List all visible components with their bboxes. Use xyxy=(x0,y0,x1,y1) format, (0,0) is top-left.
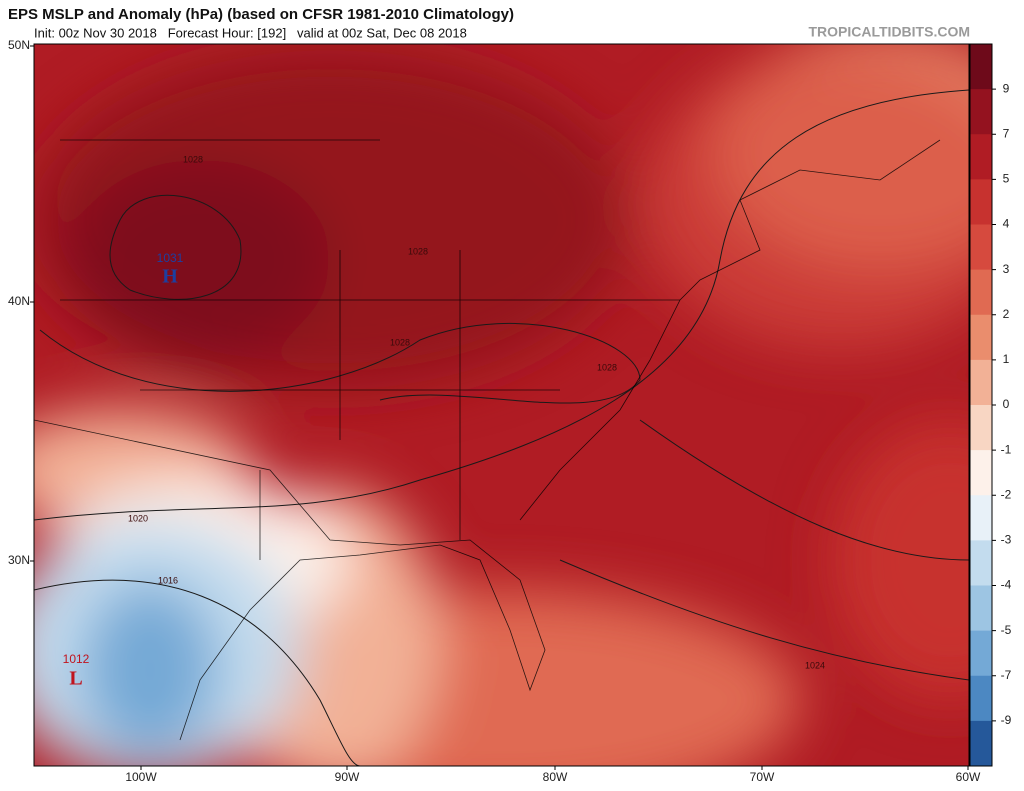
colorbar-label: -7 xyxy=(1001,668,1012,682)
colorbar-swatch xyxy=(970,179,992,225)
colorbar-label: 3 xyxy=(1003,262,1010,276)
contour-label: 1024 xyxy=(805,660,825,670)
subtitle: Init: 00z Nov 30 2018 Forecast Hour: [19… xyxy=(34,25,467,40)
site-credit: TROPICALTIDBITS.COM xyxy=(808,24,970,40)
colorbar-label: 1 xyxy=(1003,352,1010,366)
low-pressure-value: 1012 xyxy=(63,652,90,666)
colorbar-label: 0 xyxy=(1003,397,1010,411)
colorbar-swatch xyxy=(970,630,992,677)
colorbar-label: 5 xyxy=(1003,172,1010,186)
colorbar-label: -5 xyxy=(1001,623,1012,637)
colorbar-swatch xyxy=(970,585,992,632)
colorbar-swatch xyxy=(970,540,992,586)
colorbar-swatch xyxy=(970,44,992,90)
high-pressure-marker: H xyxy=(162,266,178,288)
colorbar-swatch xyxy=(970,720,992,767)
colorbar-swatch xyxy=(970,134,992,180)
latitude-label: 50N xyxy=(8,38,30,52)
title: EPS MSLP and Anomaly (hPa) (based on CFS… xyxy=(8,6,514,23)
isobars xyxy=(34,89,969,766)
colorbar: 9 7 5 4 3 2 1 0 -1 -2 -3 -4 -5 -7 -9 xyxy=(969,43,1012,767)
colorbar-swatch xyxy=(970,224,992,271)
colorbar-swatch xyxy=(970,675,992,722)
contour-label: 1028 xyxy=(408,246,428,256)
colorbar-swatch xyxy=(970,314,992,361)
longitude-label: 60W xyxy=(956,770,981,784)
contour-label: 1028 xyxy=(390,337,410,347)
borders xyxy=(34,139,941,741)
low-pressure-marker: L xyxy=(69,668,82,690)
colorbar-swatch xyxy=(970,405,992,451)
colorbar-label: -1 xyxy=(1001,442,1012,456)
longitude-label: 100W xyxy=(125,770,157,784)
map-frame xyxy=(33,43,970,767)
colorbar-swatch xyxy=(970,450,992,496)
high-pressure-value: 1031 xyxy=(157,251,184,265)
contour-label: 1016 xyxy=(158,575,178,585)
colorbar-label: -3 xyxy=(1001,533,1012,547)
contour-labels: 1028 1028 1028 1028 1020 1016 1024 xyxy=(128,154,825,670)
contour-label: 1020 xyxy=(128,513,148,523)
longitude-label: 90W xyxy=(335,770,360,784)
colorbar-label: 7 xyxy=(1003,126,1010,140)
colorbar-swatch xyxy=(970,495,992,541)
axes: 50N 40N 30N 100W 90W 80W 70W 60W xyxy=(8,38,981,784)
colorbar-label: 4 xyxy=(1003,217,1010,231)
colorbar-label: 9 xyxy=(1003,81,1010,95)
colorbar-label: -4 xyxy=(1001,578,1012,592)
colorbar-swatch xyxy=(970,269,992,316)
colorbar-label: -2 xyxy=(1001,487,1012,501)
longitude-label: 80W xyxy=(543,770,568,784)
colorbar-label: 2 xyxy=(1003,307,1010,321)
colorbar-label: -9 xyxy=(1001,713,1012,727)
longitude-label: 70W xyxy=(750,770,775,784)
latitude-label: 40N xyxy=(8,294,30,308)
latitude-label: 30N xyxy=(8,553,30,567)
colorbar-swatch xyxy=(970,89,992,135)
map: 1028 1028 1028 1028 1020 1016 1024 1031 … xyxy=(34,44,969,766)
contour-label: 1028 xyxy=(183,154,203,164)
colorbar-swatch xyxy=(970,359,992,406)
contour-label: 1028 xyxy=(597,362,617,372)
